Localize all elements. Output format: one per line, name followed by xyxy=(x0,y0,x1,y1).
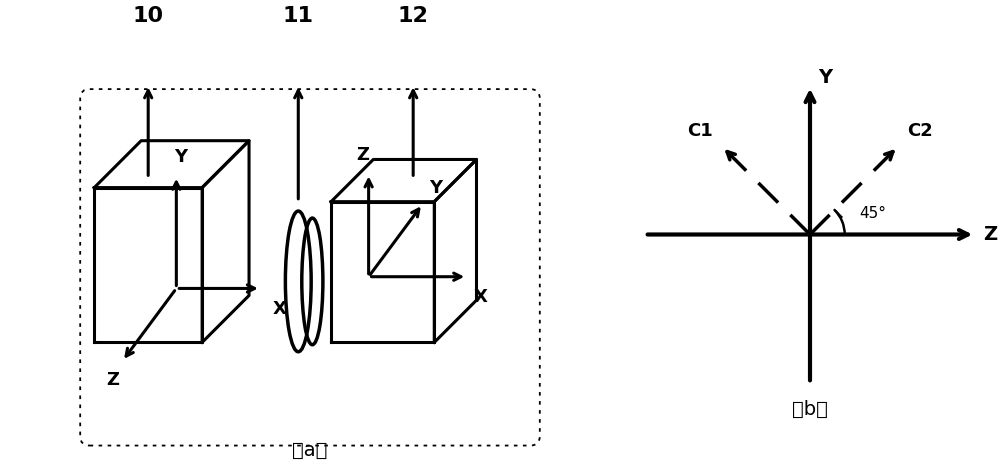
Text: X: X xyxy=(474,288,488,306)
Text: C1: C1 xyxy=(687,122,712,140)
Text: X: X xyxy=(272,300,286,318)
Text: 10: 10 xyxy=(133,7,164,26)
Text: Y: Y xyxy=(174,149,188,166)
Text: 45°: 45° xyxy=(860,206,887,221)
Text: C2: C2 xyxy=(908,122,933,140)
Text: 12: 12 xyxy=(398,7,429,26)
Text: Y: Y xyxy=(818,68,832,87)
Ellipse shape xyxy=(285,211,311,352)
Text: （b）: （b） xyxy=(792,400,828,419)
Text: Z: Z xyxy=(107,371,119,388)
Text: Y: Y xyxy=(430,179,443,197)
Text: Z: Z xyxy=(357,146,369,164)
Text: （a）: （a） xyxy=(292,440,328,460)
Text: 11: 11 xyxy=(283,7,314,26)
Text: Z: Z xyxy=(983,225,998,244)
